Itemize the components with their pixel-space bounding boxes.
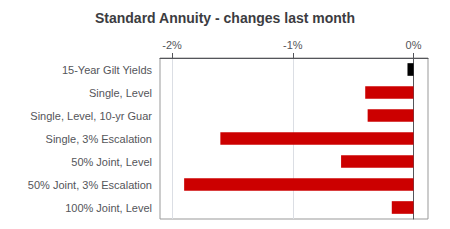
svg-text:0%: 0% (406, 39, 422, 51)
svg-text:15-Year Gilt Yields: 15-Year Gilt Yields (62, 64, 153, 76)
svg-text:Standard Annuity - changes las: Standard Annuity - changes last month (95, 10, 355, 26)
svg-text:50% Joint, Level: 50% Joint, Level (71, 156, 152, 168)
svg-text:100% Joint, Level: 100% Joint, Level (65, 202, 152, 214)
svg-text:Single, 3% Escalation: Single, 3% Escalation (46, 133, 152, 145)
svg-text:Single, Level, 10-yr Guar: Single, Level, 10-yr Guar (30, 110, 152, 122)
svg-text:Single, Level: Single, Level (89, 87, 152, 99)
svg-text:-1%: -1% (283, 39, 303, 51)
svg-text:-2%: -2% (162, 39, 182, 51)
svg-text:50% Joint, 3% Escalation: 50% Joint, 3% Escalation (28, 179, 152, 191)
